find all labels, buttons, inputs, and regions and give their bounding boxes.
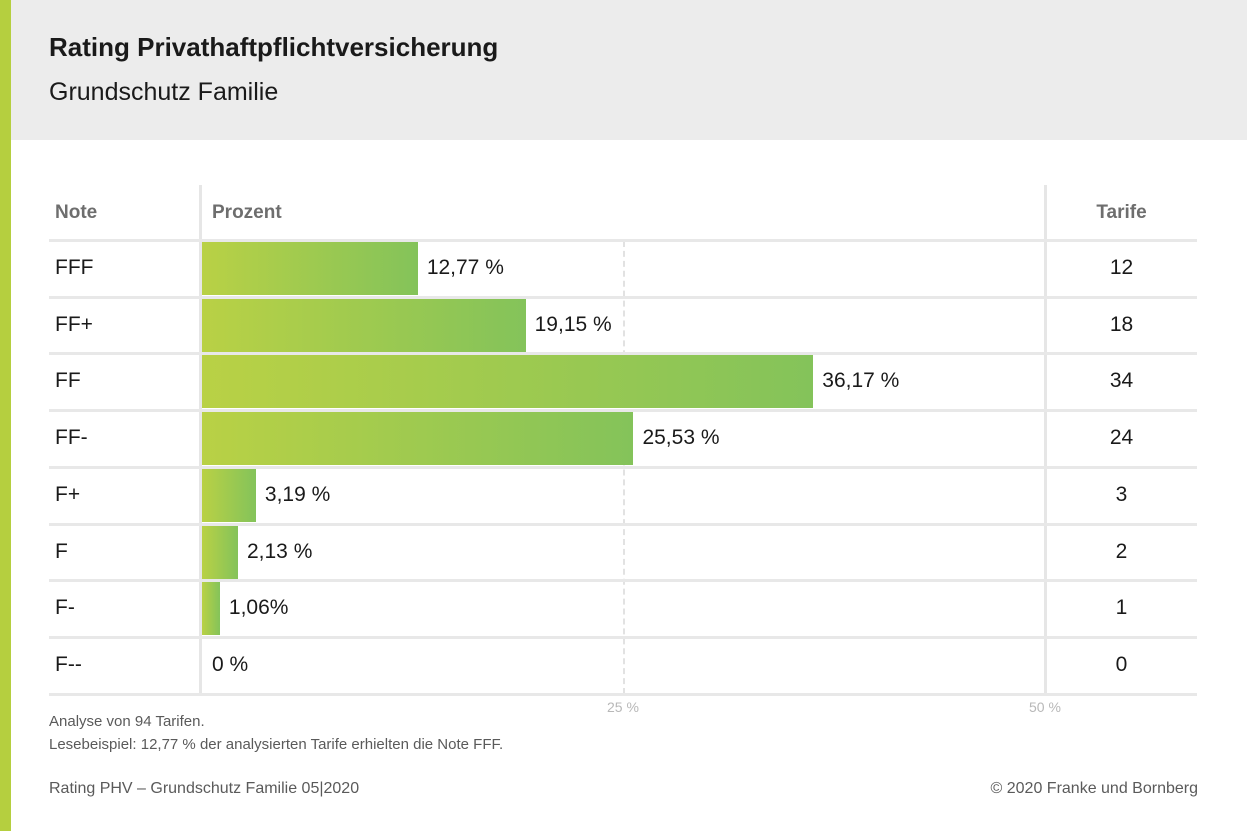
table-row: F- 1,06% 1 [0, 581, 1247, 635]
table-row: FF+ 19,15 % 18 [0, 298, 1247, 352]
table-row: F+ 3,19 % 3 [0, 468, 1247, 522]
note-label: FFF [55, 256, 94, 279]
tarife-count: 2 [1115, 540, 1128, 563]
note-label: F- [55, 596, 75, 619]
tarife-count: 24 [1109, 426, 1134, 449]
bar [202, 469, 256, 522]
footer-copyright: © 2020 Franke und Bornberg [990, 780, 1198, 797]
bar [202, 412, 634, 465]
tarife-count: 18 [1109, 313, 1134, 336]
table-row: FF- 25,53 % 24 [0, 411, 1247, 465]
footer-source: Rating PHV – Grundschutz Familie 05|2020 [49, 780, 360, 797]
tarife-count: 34 [1109, 369, 1134, 392]
page-title: Rating Privathaftpflichtversicherung [49, 32, 499, 62]
value-label: 36,17 % [822, 369, 900, 392]
value-label: 2,13 % [246, 540, 313, 563]
analysis-note: Analyse von 94 Tarifen. [49, 713, 205, 730]
value-label: 12,77 % [426, 256, 504, 279]
bar [202, 242, 418, 295]
value-label: 25,53 % [642, 426, 720, 449]
bar [202, 582, 220, 635]
note-label: FF [55, 369, 81, 392]
header-panel [11, 0, 1247, 140]
value-label: 0 % [212, 653, 249, 676]
bar [202, 355, 814, 408]
bar [202, 299, 526, 352]
tick-label-25: 25 % [607, 699, 639, 715]
value-label: 3,19 % [264, 483, 331, 506]
note-label: F-- [55, 653, 82, 676]
note-label: FF- [55, 426, 88, 449]
column-header-note: Note [55, 202, 98, 223]
accent-bar [0, 0, 11, 831]
tarife-count: 1 [1115, 596, 1128, 619]
reading-example-note: Lesebeispiel: 12,77 % der analysierten T… [49, 736, 504, 753]
row-separator [49, 693, 1197, 696]
page-subtitle: Grundschutz Familie [49, 78, 279, 106]
column-header-prozent: Prozent [212, 202, 282, 223]
table-row: FF 36,17 % 34 [0, 354, 1247, 408]
table-row: F 2,13 % 2 [0, 525, 1247, 579]
note-label: FF+ [55, 313, 93, 336]
note-label: F+ [55, 483, 81, 506]
note-label: F [55, 540, 68, 563]
tarife-count: 0 [1115, 653, 1128, 676]
tarife-count: 3 [1115, 483, 1128, 506]
bar [202, 526, 238, 579]
value-label: 1,06% [228, 596, 289, 619]
tarife-count: 12 [1109, 256, 1134, 279]
table-row: FFF 12,77 % 12 [0, 241, 1247, 295]
tick-label-50: 50 % [1029, 699, 1061, 715]
column-header-tarife: Tarife [1096, 202, 1147, 223]
value-label: 19,15 % [534, 313, 612, 336]
table-row: F-- 0 % 0 [0, 638, 1247, 692]
